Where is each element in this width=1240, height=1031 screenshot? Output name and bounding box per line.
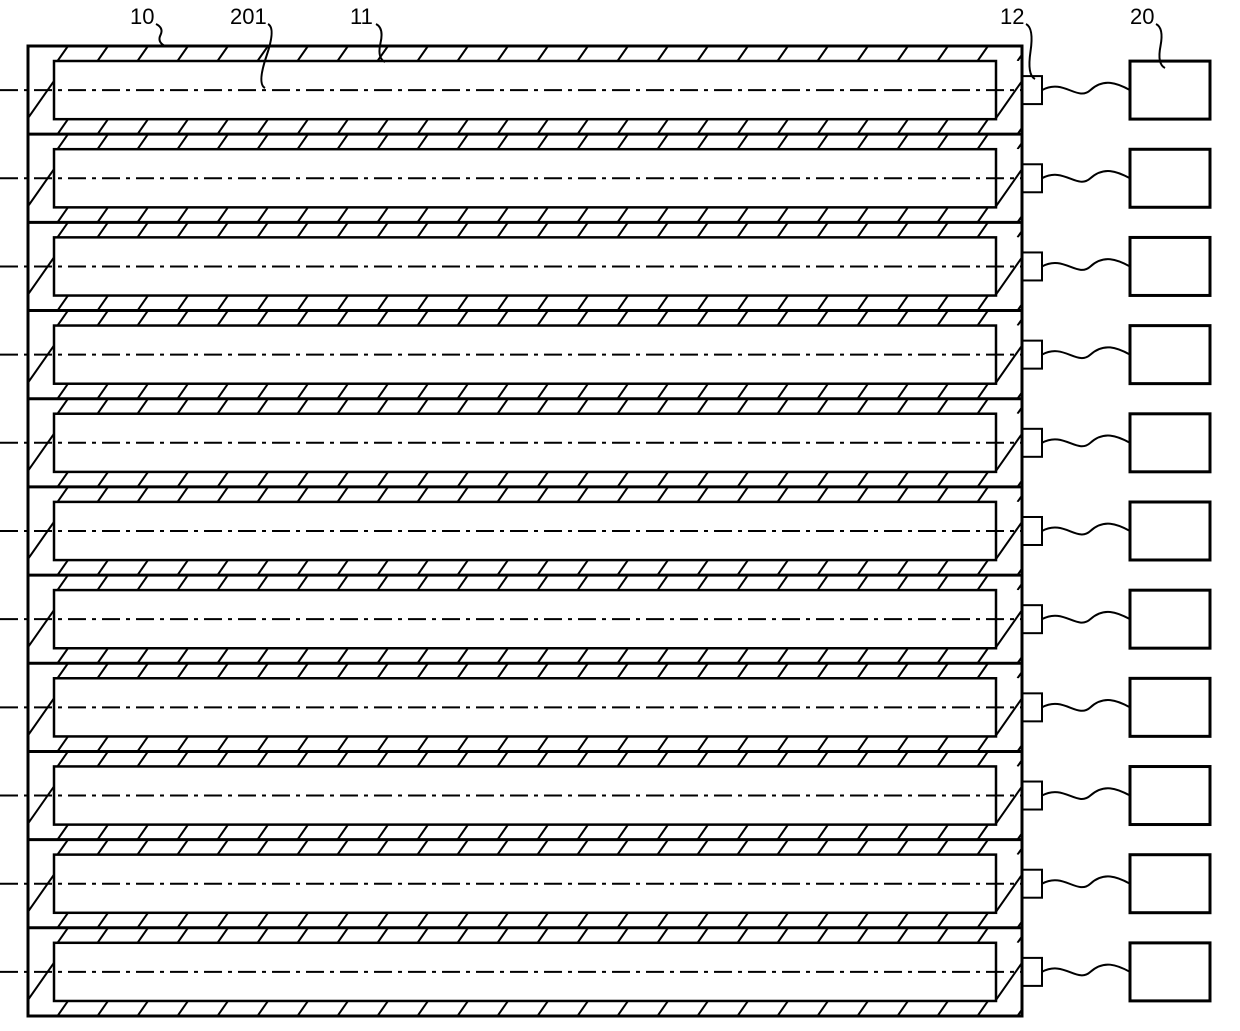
external-box <box>1130 502 1210 560</box>
callout-label-12: 12 <box>1000 4 1024 29</box>
external-box <box>1130 767 1210 825</box>
connector-box <box>1022 341 1042 369</box>
external-box <box>1130 855 1210 913</box>
connector-box <box>1022 76 1042 104</box>
connector-box <box>1022 605 1042 633</box>
connector-box <box>1022 870 1042 898</box>
connector-box <box>1022 782 1042 810</box>
callout-label-20: 20 <box>1130 4 1154 29</box>
callout-label-11: 11 <box>350 4 373 29</box>
connector-box <box>1022 958 1042 986</box>
connector-box <box>1022 693 1042 721</box>
external-box <box>1130 61 1210 119</box>
callout-label-10: 10 <box>130 4 154 29</box>
connector-box <box>1022 517 1042 545</box>
external-box <box>1130 678 1210 736</box>
external-box <box>1130 149 1210 207</box>
external-box <box>1130 237 1210 295</box>
connector-box <box>1022 164 1042 192</box>
external-box <box>1130 414 1210 472</box>
connector-box <box>1022 429 1042 457</box>
external-box <box>1130 943 1210 1001</box>
connector-box <box>1022 252 1042 280</box>
external-box <box>1130 590 1210 648</box>
external-box <box>1130 326 1210 384</box>
callout-label-201: 201 <box>230 4 267 29</box>
